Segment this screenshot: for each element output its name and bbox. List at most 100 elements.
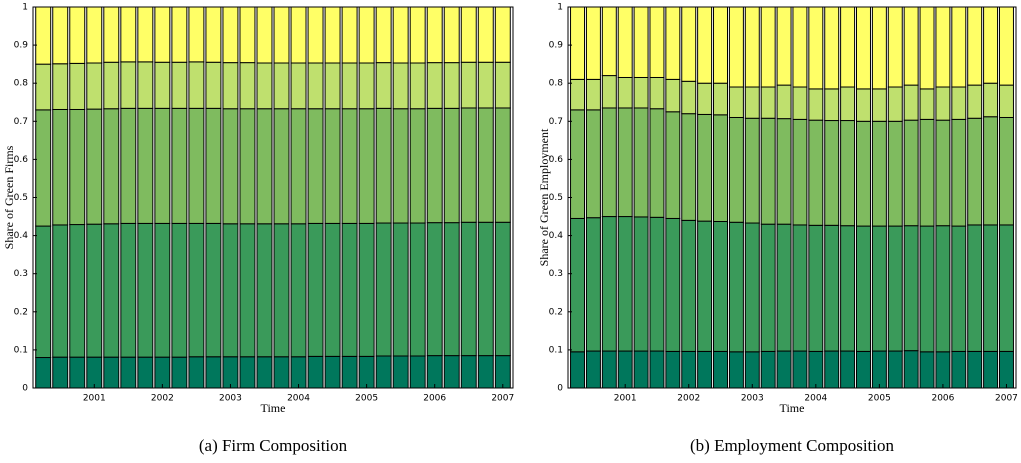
y-tick-label: 0.5: [549, 193, 563, 203]
bar-segment: [871, 120, 887, 227]
bar-segment: [375, 6, 392, 64]
bar-segment: [824, 224, 840, 352]
bar-segment: [256, 356, 273, 389]
bar-segment: [222, 6, 239, 64]
bar-segment: [871, 88, 887, 122]
bar-segment: [35, 357, 52, 389]
y-tick-label: 0.2: [549, 307, 563, 317]
bar-segment: [808, 224, 824, 352]
bar-segment: [86, 108, 103, 225]
bar-segment: [35, 63, 52, 111]
bar-segment: [273, 356, 290, 389]
bar-segment: [728, 351, 744, 389]
bar-segment: [273, 223, 290, 358]
bar-segment: [935, 351, 951, 389]
bar-segment: [494, 355, 511, 389]
bar-segment: [585, 109, 601, 219]
y-tick-label: 0.8: [14, 79, 29, 89]
bar-segment: [443, 355, 460, 389]
bar-segment: [426, 6, 443, 64]
y-tick-label: 1: [22, 3, 28, 13]
bar-segment: [903, 119, 919, 227]
bar-segment: [222, 356, 239, 389]
bar-segment: [728, 116, 744, 223]
bar-segment: [776, 6, 792, 86]
bar-segment: [341, 108, 358, 224]
bar-segment: [52, 63, 69, 110]
bar-segment: [358, 6, 375, 64]
bar-segment: [681, 219, 697, 352]
bar-segment: [137, 356, 154, 389]
bar-segment: [239, 62, 256, 110]
bar-segment: [120, 107, 137, 224]
bar-segment: [375, 62, 392, 109]
bar-segment: [290, 6, 307, 64]
bar-segment: [205, 222, 222, 358]
bar-segment: [341, 222, 358, 357]
bar-segment: [617, 350, 633, 389]
caption: (a) Firm Composition: [199, 436, 348, 455]
bar-segment: [460, 355, 477, 389]
x-tick-label: 2005: [868, 394, 891, 404]
bar-segment: [760, 86, 776, 119]
bar-segment: [188, 6, 205, 63]
bar-segment: [840, 86, 856, 122]
bar-segment: [776, 118, 792, 225]
bar-segment: [649, 108, 665, 218]
bar-segment: [935, 119, 951, 227]
bar-segment: [52, 108, 69, 226]
bar-segment: [681, 80, 697, 115]
bar-segment: [358, 62, 375, 110]
bar-segment: [983, 224, 999, 352]
bar-segment: [998, 224, 1014, 352]
bar-segment: [324, 355, 341, 389]
y-tick-label: 0.6: [549, 155, 564, 165]
bar-segment: [52, 6, 69, 65]
bar-segment: [69, 108, 86, 226]
bar-segment: [855, 350, 871, 389]
bar-segment: [824, 6, 840, 90]
bar-segment: [585, 6, 601, 80]
bar-segment: [824, 88, 840, 122]
bar-segment: [633, 350, 649, 389]
bar-segment: [983, 116, 999, 226]
bar-segment: [205, 61, 222, 109]
bar-segment: [426, 62, 443, 109]
bar-segment: [808, 88, 824, 121]
x-tick-label: 2007: [491, 394, 514, 404]
bar-segment: [188, 107, 205, 224]
bar-segment: [460, 221, 477, 357]
bar-segment: [840, 225, 856, 352]
bar-segment: [290, 108, 307, 225]
bar-segment: [188, 61, 205, 109]
bar-segment: [324, 62, 341, 110]
bar-segment: [426, 222, 443, 357]
bar-segment: [713, 114, 729, 223]
bar-segment: [998, 6, 1014, 86]
bar-segment: [324, 108, 341, 224]
bar-segment: [290, 62, 307, 110]
bar-segment: [120, 356, 137, 389]
bar-segment: [744, 6, 760, 88]
y-tick-label: 0.1: [549, 345, 563, 355]
bar-segment: [171, 222, 188, 358]
bar-segment: [919, 351, 935, 389]
bar-segment: [713, 82, 729, 116]
bar-segment: [887, 120, 903, 227]
bar-segment: [855, 88, 871, 122]
bar-segment: [633, 76, 649, 109]
bar-segment: [601, 75, 617, 109]
bar-segment: [951, 6, 967, 88]
bar-segment: [776, 350, 792, 389]
y-tick-label: 0.8: [549, 79, 564, 89]
bar-segment: [154, 6, 171, 63]
bar-segment: [188, 222, 205, 358]
bar-segment: [617, 76, 633, 109]
bar-segment: [967, 84, 983, 119]
caption: (b) Employment Composition: [690, 436, 894, 455]
bar-segment: [760, 223, 776, 352]
bar-segment: [951, 86, 967, 120]
bar-segment: [103, 223, 120, 358]
x-tick-label: 2001: [614, 394, 637, 404]
bar-segment: [392, 222, 409, 357]
